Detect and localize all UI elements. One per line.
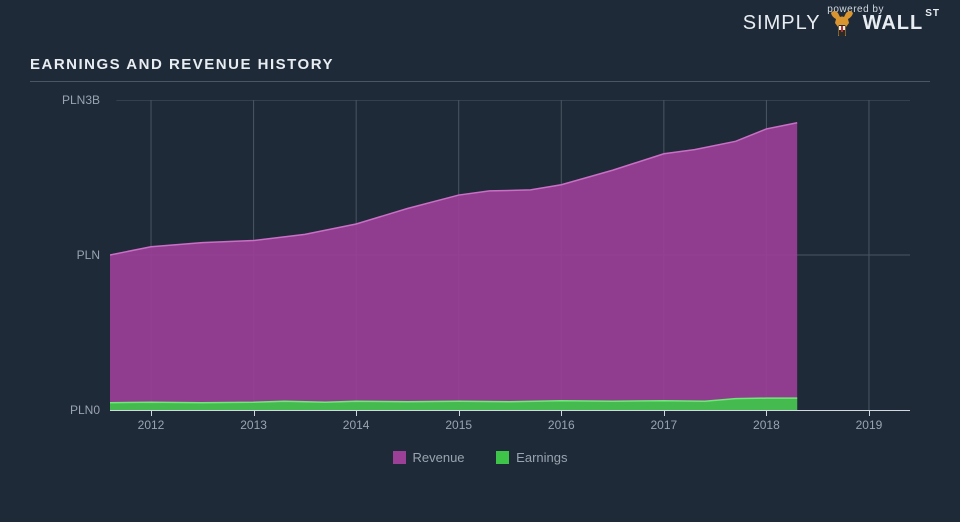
x-axis-tick <box>869 410 870 416</box>
x-axis-label: 2012 <box>138 418 165 432</box>
x-axis-label: 2018 <box>753 418 780 432</box>
legend-item-revenue: Revenue <box>393 450 465 465</box>
y-axis-label: PLN3B <box>30 93 100 107</box>
x-axis-tick <box>254 410 255 416</box>
x-axis-tick <box>459 410 460 416</box>
legend-swatch-earnings <box>496 451 509 464</box>
x-axis-label: 2014 <box>343 418 370 432</box>
chart-svg <box>110 100 910 410</box>
bull-icon <box>825 6 859 40</box>
legend-label-earnings: Earnings <box>516 450 567 465</box>
x-axis-tick <box>356 410 357 416</box>
x-axis-tick <box>151 410 152 416</box>
legend-swatch-revenue <box>393 451 406 464</box>
x-axis-label: 2016 <box>548 418 575 432</box>
x-axis-label: 2019 <box>856 418 883 432</box>
x-axis-label: 2013 <box>240 418 267 432</box>
legend-label-revenue: Revenue <box>413 450 465 465</box>
x-axis-tick <box>766 410 767 416</box>
legend: Revenue Earnings <box>30 450 930 467</box>
x-axis-tick <box>664 410 665 416</box>
plot-area <box>110 100 910 410</box>
brand-part1: SIMPLY <box>743 12 821 35</box>
x-axis-label: 2017 <box>650 418 677 432</box>
chart-container: PLN0PLNPLN3B 201220132014201520162017201… <box>30 100 930 450</box>
brand-text: SIMPLY WALL ST <box>743 6 940 40</box>
x-axis-tick <box>561 410 562 416</box>
chart-title-row: EARNINGS AND REVENUE HISTORY <box>30 56 930 82</box>
y-axis-label: PLN <box>30 248 100 262</box>
x-axis-line <box>110 410 910 411</box>
brand-logo: powered by SIMPLY WALL ST <box>743 6 940 40</box>
brand-suffix: ST <box>925 8 940 19</box>
chart-title: EARNINGS AND REVENUE HISTORY <box>30 56 930 73</box>
y-axis-label: PLN0 <box>30 403 100 417</box>
x-axis-label: 2015 <box>445 418 472 432</box>
legend-item-earnings: Earnings <box>496 450 567 465</box>
